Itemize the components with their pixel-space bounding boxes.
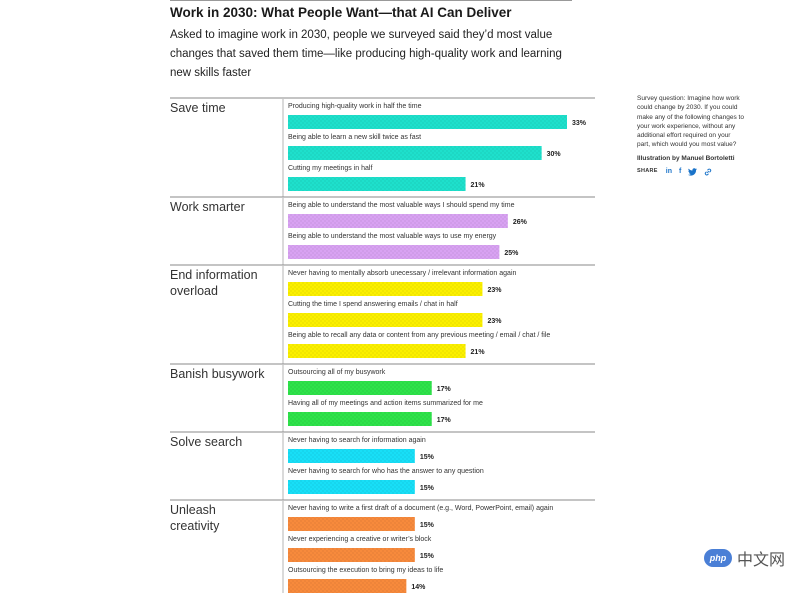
linkedin-icon[interactable]: in [665, 168, 672, 176]
bar-value-label: 23% [487, 287, 502, 294]
watermark-text: 中文网 [737, 552, 786, 569]
bar-item-label: Being able to understand the most valuab… [288, 233, 497, 240]
bar-texture [288, 480, 415, 494]
bar-item-label: Cutting my meetings in half [288, 165, 372, 172]
bar-texture [288, 313, 483, 327]
bar-item-label: Never experiencing a creative or writer’… [288, 536, 432, 543]
bar-texture [288, 282, 483, 296]
category-label: Unleash creativity [170, 503, 220, 533]
category-label: End information overload [170, 268, 258, 298]
bar-value-label: 15% [420, 553, 435, 560]
bar-texture [288, 381, 432, 395]
sidebar: Survey question: Imagine how work could … [637, 94, 745, 176]
bar-texture [288, 214, 508, 228]
page-title: Work in 2030: What People Want—that AI C… [170, 5, 512, 20]
bar-value-label: 26% [513, 219, 528, 226]
share-label: SHARE [637, 168, 658, 175]
bar-value-label: 21% [471, 349, 486, 356]
illustration-credit: Illustration by Manuel Bortoletti [637, 154, 735, 162]
bar-value-label: 15% [420, 454, 435, 461]
bar-value-label: 25% [504, 250, 519, 257]
bar-item-label: Outsourcing the execution to bring my id… [288, 567, 443, 574]
link-icon[interactable] [704, 168, 712, 176]
bar-value-label: 30% [547, 151, 562, 158]
bar-item-label: Being able to recall any data or content… [288, 332, 550, 339]
bar-item-label: Producing high-quality work in half the … [288, 103, 422, 110]
bar-texture [288, 146, 542, 160]
bar-texture [288, 177, 466, 191]
bar-value-label: 17% [437, 417, 452, 424]
bar-texture [288, 579, 407, 593]
bar-texture [288, 517, 415, 531]
bar-item-label: Being able to understand the most valuab… [288, 202, 515, 209]
bar-value-label: 15% [420, 522, 435, 529]
bar-item-label: Never having to search for information a… [288, 437, 426, 444]
bar-value-label: 23% [487, 318, 502, 325]
bar-value-label: 14% [411, 584, 426, 591]
bar-value-label: 17% [437, 386, 452, 393]
bar-item-label: Never having to write a first draft of a… [288, 505, 553, 512]
share-row: SHARE in f [637, 167, 745, 176]
bar-texture [288, 115, 567, 129]
survey-note: Survey question: Imagine how work could … [637, 95, 744, 149]
bar-texture [288, 245, 500, 259]
bar-item-label: Outsourcing all of my busywork [288, 369, 386, 376]
category-label: Banish busywork [170, 367, 265, 381]
bar-texture [288, 344, 466, 358]
twitter-icon[interactable] [688, 167, 698, 176]
category-label: Save time [170, 101, 226, 115]
bar-value-label: 21% [471, 182, 486, 189]
bar-item-label: Never having to search for who has the a… [288, 468, 484, 475]
bar-item-label: Never having to mentally absorb unecessa… [288, 270, 517, 277]
top-rule [170, 0, 572, 1]
bar-value-label: 33% [572, 120, 587, 127]
page-subtitle: Asked to imagine work in 2030, people we… [170, 29, 562, 79]
watermark-badge: php [704, 549, 732, 567]
bar-texture [288, 412, 432, 426]
bar-texture [288, 449, 415, 463]
bar-item-label: Being able to learn a new skill twice as… [288, 134, 421, 141]
category-label: Solve search [170, 435, 242, 449]
bar-item-label: Having all of my meetings and action ite… [288, 400, 483, 407]
bar-value-label: 15% [420, 485, 435, 492]
facebook-icon[interactable]: f [679, 168, 682, 176]
watermark: php 中文网 [704, 546, 785, 570]
category-label: Work smarter [170, 200, 245, 214]
bar-item-label: Cutting the time I spend answering email… [288, 301, 458, 308]
bar-texture [288, 548, 415, 562]
